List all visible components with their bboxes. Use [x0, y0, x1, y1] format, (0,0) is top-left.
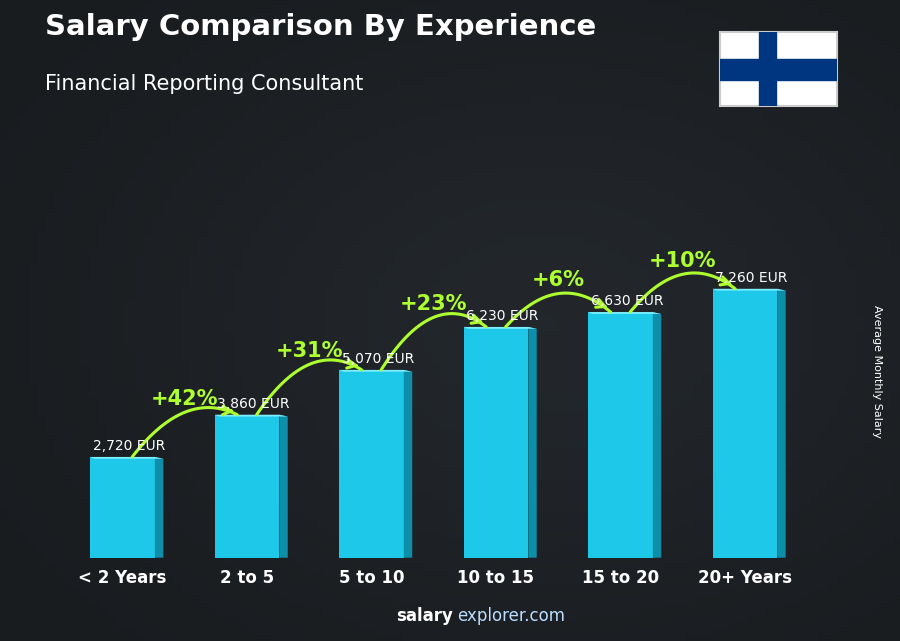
Text: 6,230 EUR: 6,230 EUR [466, 309, 538, 323]
Text: 5,070 EUR: 5,070 EUR [342, 352, 414, 366]
Polygon shape [404, 370, 412, 558]
Bar [588, 312, 652, 558]
Bar [214, 415, 279, 558]
Polygon shape [528, 327, 536, 558]
Text: +10%: +10% [649, 251, 716, 271]
Polygon shape [279, 415, 288, 558]
Text: salary: salary [396, 607, 453, 625]
Bar [720, 60, 837, 80]
Text: Average Monthly Salary: Average Monthly Salary [872, 305, 883, 438]
Polygon shape [464, 327, 536, 329]
Text: Salary Comparison By Experience: Salary Comparison By Experience [45, 13, 596, 41]
Text: +31%: +31% [275, 341, 343, 361]
Polygon shape [652, 312, 662, 558]
Text: 2,720 EUR: 2,720 EUR [93, 439, 165, 453]
Bar [90, 457, 155, 558]
Bar [464, 327, 528, 558]
Text: +42%: +42% [151, 389, 219, 409]
Polygon shape [214, 415, 288, 417]
Text: 6,630 EUR: 6,630 EUR [590, 294, 663, 308]
Polygon shape [778, 289, 786, 558]
Polygon shape [90, 457, 163, 459]
Polygon shape [713, 289, 786, 290]
Polygon shape [588, 312, 662, 314]
Polygon shape [339, 370, 412, 372]
Bar [713, 289, 778, 558]
Text: Financial Reporting Consultant: Financial Reporting Consultant [45, 74, 364, 94]
Text: 3,860 EUR: 3,860 EUR [217, 397, 290, 411]
Bar [339, 370, 404, 558]
Bar [759, 32, 776, 106]
Text: 7,260 EUR: 7,260 EUR [715, 271, 788, 285]
Text: +23%: +23% [400, 294, 467, 314]
Polygon shape [155, 457, 163, 558]
Text: explorer.com: explorer.com [457, 607, 565, 625]
Text: +6%: +6% [532, 271, 585, 290]
